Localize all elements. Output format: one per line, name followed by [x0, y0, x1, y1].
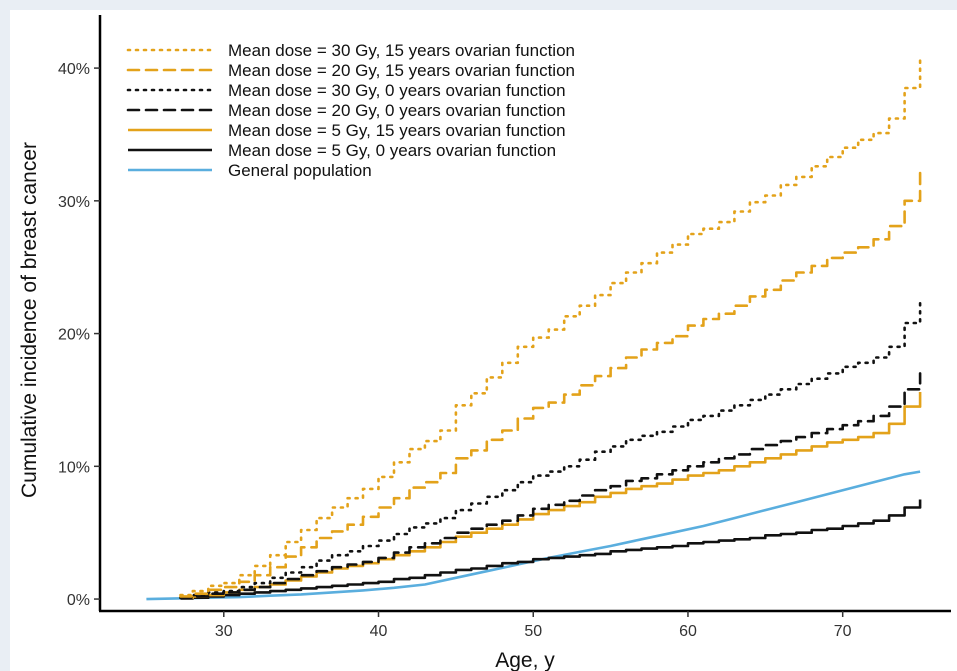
series-line-1	[179, 171, 922, 598]
legend-label-0: Mean dose = 30 Gy, 15 years ovarian func…	[228, 41, 575, 60]
y-tick-label: 20%	[58, 327, 90, 344]
legend-label-5: Mean dose = 5 Gy, 0 years ovarian functi…	[228, 141, 556, 160]
legend: Mean dose = 30 Gy, 15 years ovarian func…	[126, 41, 575, 180]
y-tick-label: 10%	[58, 459, 90, 476]
breast-cancer-incidence-chart: 0% 10% 20% 30% 40% 30 40 50 60 70 Age, y Cumulat…	[18, 15, 951, 671]
y-tick-label: 0%	[67, 592, 90, 609]
x-tick-label: 60	[679, 623, 697, 640]
legend-label-6: General population	[228, 161, 372, 180]
y-axis-title: Cumulative incidence of breast cancer	[18, 142, 41, 498]
series-line-6	[146, 470, 921, 601]
series-line-3	[179, 372, 922, 599]
series-line-0	[179, 56, 922, 597]
x-tick-label: 50	[524, 623, 542, 640]
axes: 0% 10% 20% 30% 40% 30 40 50 60 70 Age, y Cumulat…	[18, 15, 951, 671]
series-line-4	[180, 392, 922, 599]
x-tick-label: 30	[215, 623, 233, 640]
y-tick-label: 30%	[58, 194, 90, 211]
legend-label-3: Mean dose = 20 Gy, 0 years ovarian funct…	[228, 101, 566, 120]
series-line-5	[180, 499, 922, 600]
legend-label-4: Mean dose = 5 Gy, 15 years ovarian funct…	[228, 121, 566, 140]
legend-label-2: Mean dose = 30 Gy, 0 years ovarian funct…	[228, 81, 566, 100]
chart-frame: 0% 10% 20% 30% 40% 30 40 50 60 70 Age, y Cumulat…	[10, 10, 957, 671]
x-axis-title: Age, y	[495, 649, 555, 671]
x-tick-label: 40	[370, 623, 388, 640]
y-ticks: 0% 10% 20% 30% 40%	[58, 61, 100, 609]
y-tick-label: 40%	[58, 61, 90, 78]
x-tick-label: 70	[834, 623, 852, 640]
legend-label-1: Mean dose = 20 Gy, 15 years ovarian func…	[228, 61, 575, 80]
series-line-2	[179, 299, 922, 599]
plot-area	[146, 56, 922, 601]
x-ticks: 30 40 50 60 70	[215, 611, 852, 640]
